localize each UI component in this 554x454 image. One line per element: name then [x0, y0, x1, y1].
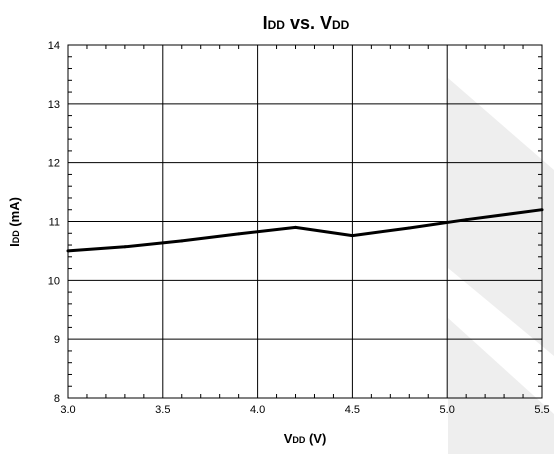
ylabel-i-sub: DD [11, 230, 21, 243]
x-tick-label: 3.0 [60, 404, 75, 416]
y-tick-label: 8 [54, 393, 60, 405]
y-tick-label: 13 [48, 99, 60, 111]
y-tick-label: 9 [54, 334, 60, 346]
x-axis-label: VDD (V) [284, 431, 327, 446]
y-tick-label: 14 [48, 40, 60, 52]
idd-data-point [407, 226, 411, 230]
idd-data-point [123, 245, 127, 249]
title-mid: vs. V [285, 13, 332, 33]
x-tick-label: 5.5 [534, 404, 549, 416]
x-tick-label: 5.0 [440, 404, 455, 416]
ylabel-i: I [7, 243, 22, 247]
xlabel-unit: (V) [305, 431, 326, 446]
title-v-sub: DD [332, 18, 350, 32]
ylabel-unit: (mA) [7, 197, 22, 230]
idd-data-point [294, 225, 298, 229]
watermark-shape [448, 78, 554, 356]
xlabel-v: V [284, 431, 293, 446]
idd-data-point [180, 239, 184, 243]
xlabel-v-sub: DD [292, 435, 305, 445]
x-tick-label: 3.5 [155, 404, 170, 416]
idd-data-point [350, 234, 354, 238]
y-axis-label: IDD (mA) [7, 197, 22, 247]
y-tick-label: 10 [48, 275, 60, 287]
x-tick-label: 4.0 [250, 404, 265, 416]
chart-title: IDD vs. VDD [263, 13, 350, 33]
x-tick-label: 4.5 [345, 404, 360, 416]
idd-data-point [237, 232, 241, 236]
y-tick-label: 12 [48, 158, 60, 170]
tick-labels: 3.0 3.5 4.0 4.5 5.0 5.5 8 9 10 11 12 13 14 [48, 40, 550, 416]
watermark-shape-lower [448, 318, 554, 454]
series-group [66, 208, 544, 253]
y-tick-label: 11 [49, 217, 60, 229]
plot-frame [67, 44, 543, 399]
title-i: I [263, 13, 268, 33]
idd-data-point [464, 218, 468, 222]
title-i-sub: DD [268, 18, 286, 32]
